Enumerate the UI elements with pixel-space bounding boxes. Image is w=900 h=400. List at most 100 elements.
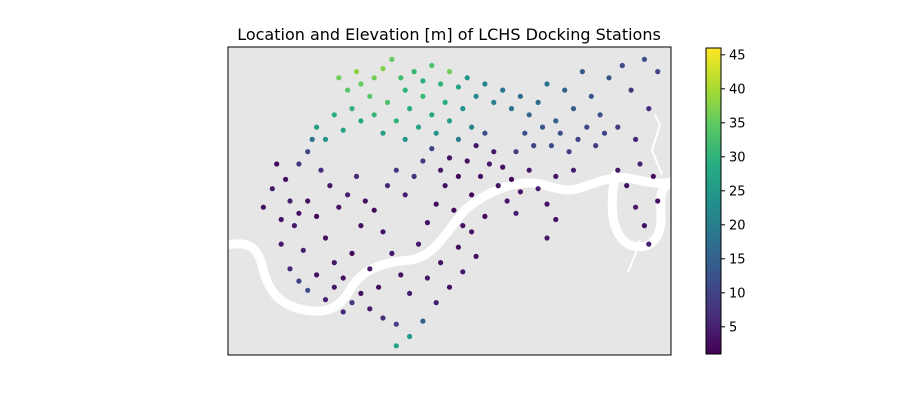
docking-station-point <box>464 158 470 164</box>
docking-station-point <box>535 99 541 105</box>
docking-station-point <box>650 173 656 179</box>
docking-station-point <box>633 204 639 210</box>
docking-station-point <box>283 176 289 182</box>
docking-station-point <box>446 155 453 161</box>
docking-station-point <box>562 87 568 93</box>
colorbar-tick-label: 30 <box>729 150 746 165</box>
docking-station-point <box>314 213 320 219</box>
docking-station-point <box>424 220 430 226</box>
docking-station-point <box>491 99 497 105</box>
plot-frame <box>227 46 672 356</box>
docking-station-point <box>637 161 643 167</box>
docking-station-point <box>367 266 373 272</box>
docking-station-point <box>314 272 320 278</box>
docking-station-point <box>469 192 475 198</box>
docking-station-point <box>464 75 470 81</box>
docking-station-point <box>570 106 577 112</box>
colorbar-tick-label: 35 <box>729 116 746 131</box>
docking-station-point <box>393 321 399 327</box>
docking-station-point <box>429 62 435 69</box>
docking-station-point <box>318 167 324 173</box>
docking-station-point <box>588 93 594 99</box>
docking-station-point <box>353 173 360 179</box>
docking-station-point <box>438 167 444 173</box>
colorbar-gradient <box>706 48 721 354</box>
docking-station-point <box>486 161 492 167</box>
docking-station-point <box>544 235 550 241</box>
docking-station-point <box>345 87 351 93</box>
docking-station-point <box>411 69 417 75</box>
docking-station-point <box>424 275 430 281</box>
docking-station-point <box>402 192 408 198</box>
colorbar-tick-label: 5 <box>729 320 737 335</box>
docking-station-point <box>389 250 395 256</box>
scatter-points <box>260 56 661 349</box>
docking-station-point <box>508 106 515 112</box>
docking-station-point <box>477 173 484 179</box>
colorbar-tick-label: 45 <box>729 48 746 63</box>
docking-station-point <box>641 223 648 229</box>
docking-station-point <box>367 93 373 99</box>
docking-station-point <box>579 69 586 75</box>
docking-station-point <box>398 75 404 81</box>
docking-station-point <box>508 176 515 182</box>
docking-station-point <box>393 343 399 349</box>
colorbar-tick-label: 15 <box>729 252 746 267</box>
docking-station-point <box>433 300 439 306</box>
docking-station-point <box>358 81 364 87</box>
docking-station-point <box>566 149 572 155</box>
docking-station-point <box>500 164 506 170</box>
docking-station-point <box>393 118 399 124</box>
docking-station-point <box>389 56 395 62</box>
docking-station-point <box>451 207 457 213</box>
docking-station-point <box>615 167 621 173</box>
docking-station-point <box>606 75 612 81</box>
tributary-path-south <box>627 239 641 273</box>
docking-station-point <box>584 124 590 130</box>
docking-station-point <box>411 173 417 179</box>
docking-station-point <box>544 201 550 207</box>
colorbar-tick-label: 40 <box>729 82 746 97</box>
docking-station-point <box>469 124 475 130</box>
docking-station-point <box>641 56 648 62</box>
docking-station-point <box>358 290 364 296</box>
docking-station-point <box>274 161 280 167</box>
river-path <box>228 173 671 316</box>
docking-station-point <box>460 269 466 275</box>
docking-station-point <box>655 198 661 204</box>
docking-station-point <box>455 136 461 142</box>
docking-station-point <box>433 130 439 136</box>
docking-station-point <box>575 136 581 142</box>
docking-station-point <box>349 106 355 112</box>
docking-station-point <box>646 106 652 112</box>
docking-station-point <box>371 207 377 213</box>
docking-station-point <box>619 62 625 69</box>
docking-station-point <box>380 229 386 235</box>
docking-station-point <box>557 130 563 136</box>
docking-station-point <box>371 75 377 81</box>
docking-station-point <box>296 210 302 216</box>
docking-station-point <box>322 297 329 303</box>
docking-station-point <box>340 275 346 281</box>
chart-title: Location and Elevation [m] of LCHS Docki… <box>237 25 661 44</box>
docking-station-point <box>393 167 399 173</box>
docking-station-point <box>601 130 608 136</box>
docking-station-point <box>380 315 386 321</box>
docking-station-point <box>655 69 661 75</box>
docking-station-point <box>553 118 559 124</box>
docking-station-point <box>314 124 320 130</box>
docking-station-point <box>513 210 519 216</box>
docking-station-point <box>371 112 377 118</box>
docking-station-point <box>633 136 639 142</box>
docking-station-point <box>420 78 426 84</box>
colorbar-tick-label: 25 <box>729 184 746 199</box>
docking-station-point <box>380 66 386 72</box>
docking-station-point <box>305 198 311 204</box>
docking-station-point <box>624 183 630 189</box>
docking-station-point <box>278 241 284 247</box>
docking-station-point <box>446 118 453 124</box>
docking-station-point <box>442 183 448 189</box>
docking-station-point <box>500 87 506 93</box>
docking-station-point <box>340 309 346 315</box>
